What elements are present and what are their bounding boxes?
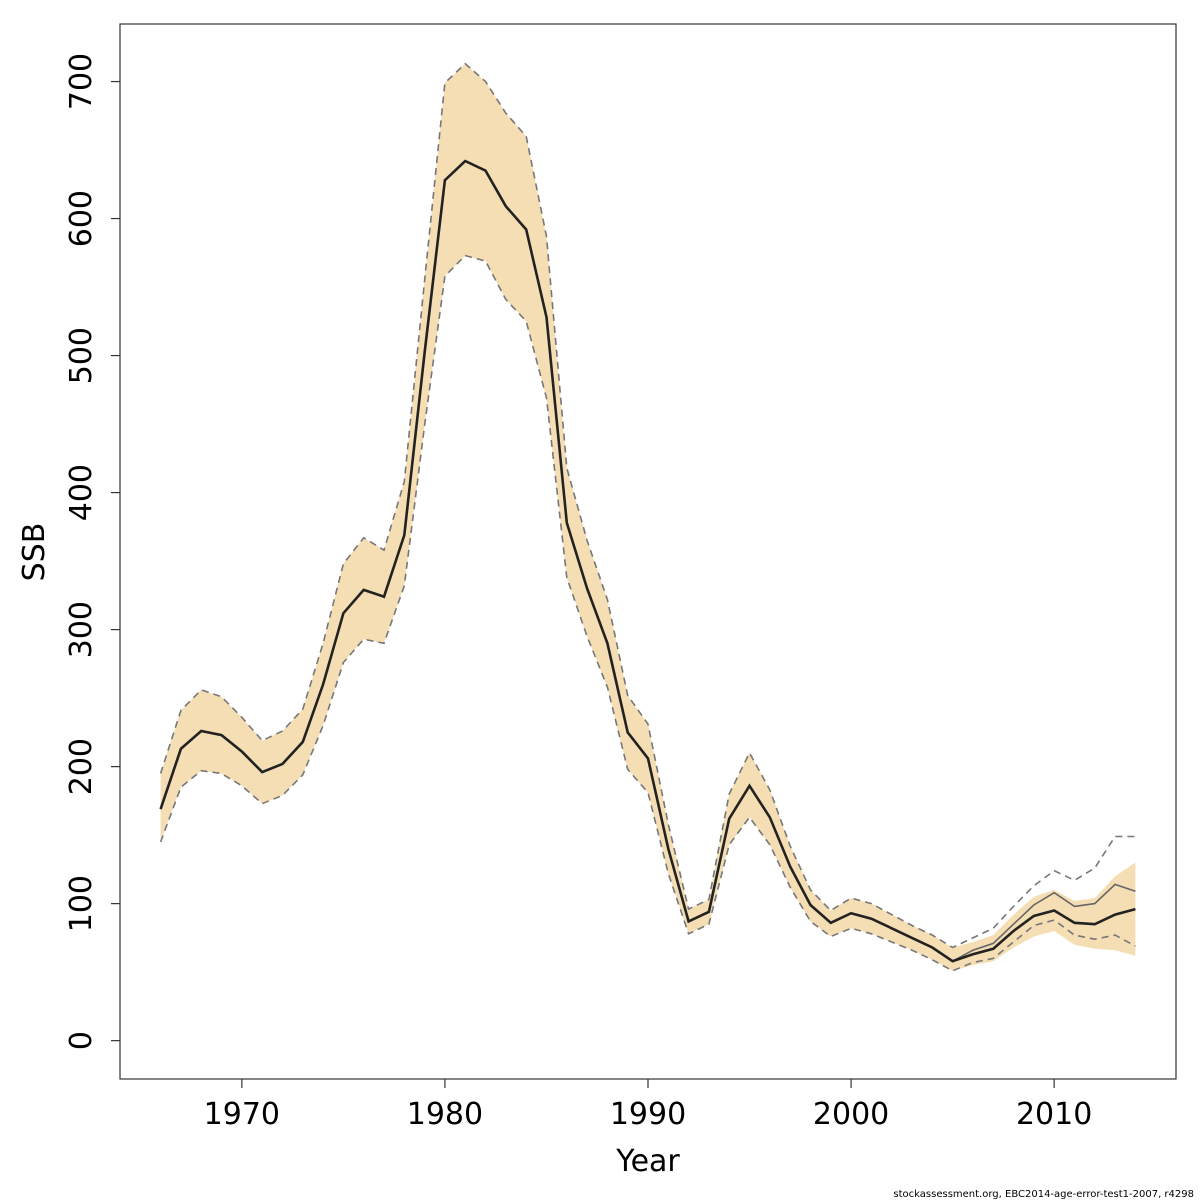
lower-bound-line bbox=[159, 254, 1136, 972]
y-axis: 0 100 200 300 400 500 600 700 bbox=[64, 53, 120, 1050]
y-tick-label: 100 bbox=[64, 875, 99, 932]
x-tick-label: 2010 bbox=[1016, 1097, 1092, 1132]
y-tick-label: 600 bbox=[64, 190, 99, 247]
x-tick-label: 1970 bbox=[204, 1097, 280, 1132]
x-axis-title: Year bbox=[615, 1144, 680, 1179]
x-tick-label: 2000 bbox=[813, 1097, 889, 1132]
x-tick-label: 1980 bbox=[407, 1097, 483, 1132]
upper-bound-line bbox=[159, 62, 1136, 949]
confidence-band bbox=[160, 63, 1136, 971]
y-axis-title: SSB bbox=[17, 523, 52, 582]
ssb-alt-line bbox=[159, 160, 1136, 963]
y-tick-label: 700 bbox=[64, 53, 99, 110]
footnote: stockassessment.org, EBC2014-age-error-t… bbox=[893, 1189, 1194, 1200]
y-tick-label: 300 bbox=[64, 601, 99, 658]
y-tick-label: 400 bbox=[64, 464, 99, 521]
y-tick-label: 200 bbox=[64, 738, 99, 795]
series-line-layer bbox=[159, 62, 1136, 972]
x-tick-label: 1990 bbox=[610, 1097, 686, 1132]
ssb-line bbox=[159, 159, 1136, 963]
x-axis: 1970 1980 1990 2000 2010 bbox=[204, 1079, 1092, 1132]
y-tick-label: 500 bbox=[64, 327, 99, 384]
confidence-band-layer bbox=[160, 63, 1136, 971]
y-tick-label: 0 bbox=[64, 1031, 99, 1050]
